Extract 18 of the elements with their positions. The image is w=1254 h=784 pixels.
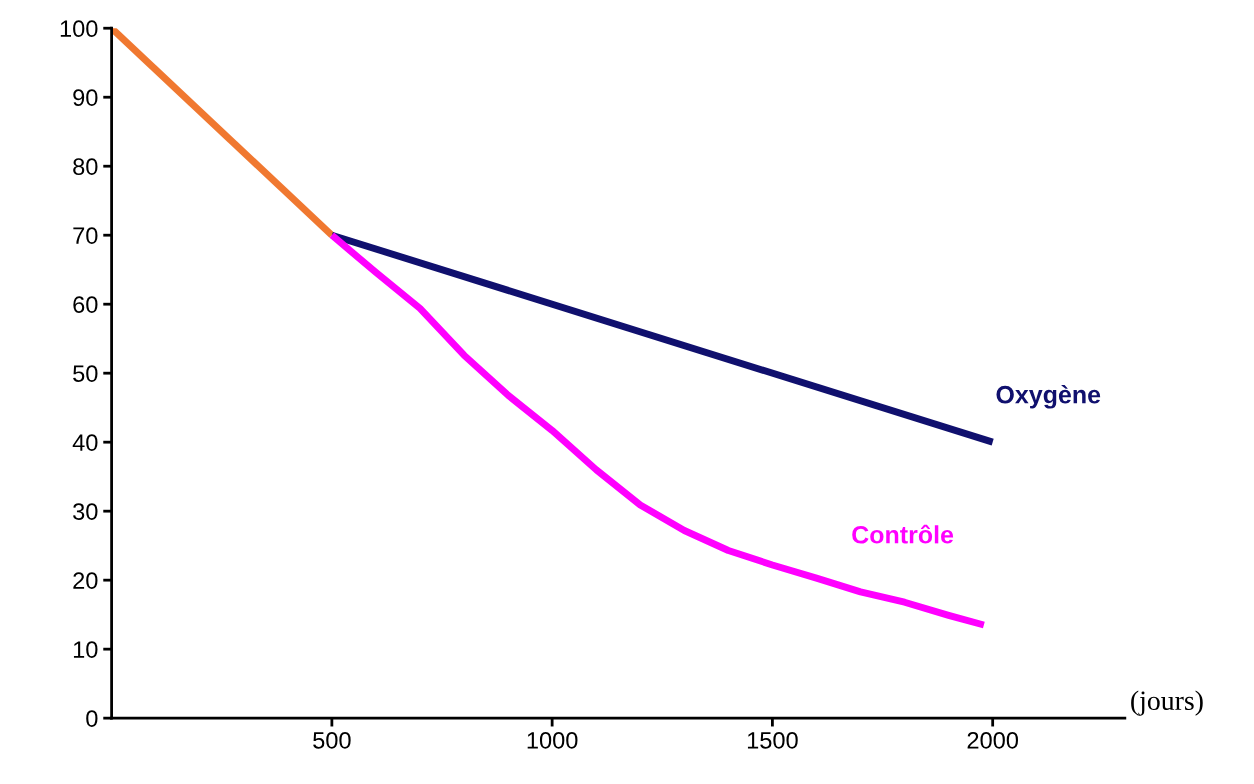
y-tick-label: 30 (73, 503, 98, 520)
x-tick-label: 1500 (747, 731, 798, 749)
y-tick-label: 10 (73, 641, 98, 658)
y-tick-label: 20 (73, 572, 98, 589)
y-tick-label: 70 (73, 227, 98, 244)
y-tick-label: 40 (72, 434, 98, 451)
x-tick-label: 500 (313, 731, 351, 749)
series-label: Contrôle (852, 524, 954, 544)
y-tick-label: 0 (86, 710, 98, 727)
x-tick-label: 2000 (967, 731, 1019, 749)
x-tick-label: 1000 (527, 731, 578, 749)
series-label: Oxygène (996, 384, 1101, 409)
y-tick-label: 50 (73, 365, 98, 382)
y-tick-label: 90 (73, 89, 98, 106)
y-tick-label: 100 (60, 20, 98, 38)
y-tick-label: 60 (73, 296, 98, 313)
y-tick-label: 80 (73, 158, 98, 175)
x-axis-title: (jours) (1131, 690, 1203, 716)
